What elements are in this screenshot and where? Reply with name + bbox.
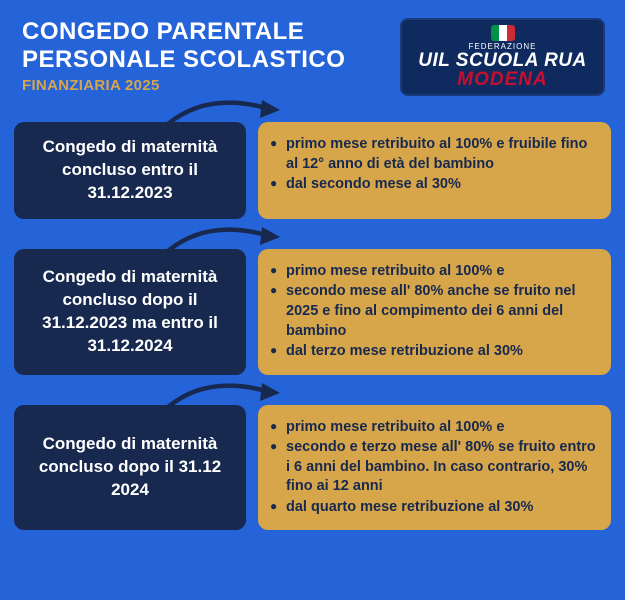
- title-block: CONGEDO PARENTALE PERSONALE SCOLASTICO F…: [22, 18, 400, 94]
- details-box: primo mese retribuito al 100% e secondo …: [258, 249, 611, 375]
- section-row: Congedo di maternità concluso dopo il 31…: [14, 249, 611, 375]
- condition-box: Congedo di maternità concluso entro il 3…: [14, 122, 246, 219]
- title-line-1: CONGEDO PARENTALE: [22, 18, 400, 46]
- bullet-item: secondo mese all' 80% anche se fruito ne…: [270, 282, 597, 341]
- section-row: Congedo di maternità concluso dopo il 31…: [14, 405, 611, 531]
- logo-badge: FEDERAZIONE UIL SCUOLA RUA MODENA: [400, 18, 605, 96]
- logo-city: MODENA: [457, 70, 547, 89]
- flag-red: [507, 25, 515, 41]
- bullet-list: primo mese retribuito al 100% e secondo …: [270, 418, 597, 518]
- condition-box: Congedo di maternità concluso dopo il 31…: [14, 405, 246, 531]
- flag-green: [491, 25, 499, 41]
- condition-text: Congedo di maternità concluso dopo il 31…: [26, 266, 234, 358]
- sections-container: Congedo di maternità concluso entro il 3…: [0, 122, 625, 542]
- bullet-item: primo mese retribuito al 100% e fruibile…: [270, 135, 597, 174]
- flag-white: [499, 25, 507, 41]
- details-box: primo mese retribuito al 100% e fruibile…: [258, 122, 611, 219]
- subtitle: FINANZIARIA 2025: [22, 77, 400, 94]
- bullet-item: primo mese retribuito al 100% e: [270, 262, 597, 282]
- logo-main-text: UIL SCUOLA RUA: [418, 51, 587, 70]
- bullet-list: primo mese retribuito al 100% e fruibile…: [270, 135, 597, 195]
- bullet-item: dal secondo mese al 30%: [270, 175, 597, 195]
- bullet-item: dal quarto mese retribuzione al 30%: [270, 498, 597, 518]
- bullet-item: dal terzo mese retribuzione al 30%: [270, 342, 597, 362]
- italy-flag-icon: [491, 25, 515, 41]
- details-box: primo mese retribuito al 100% e secondo …: [258, 405, 611, 531]
- condition-box: Congedo di maternità concluso dopo il 31…: [14, 249, 246, 375]
- condition-text: Congedo di maternità concluso dopo il 31…: [26, 433, 234, 502]
- section-row: Congedo di maternità concluso entro il 3…: [14, 122, 611, 219]
- header: CONGEDO PARENTALE PERSONALE SCOLASTICO F…: [0, 0, 625, 104]
- bullet-list: primo mese retribuito al 100% e secondo …: [270, 262, 597, 362]
- condition-text: Congedo di maternità concluso entro il 3…: [26, 136, 234, 205]
- title-line-2: PERSONALE SCOLASTICO: [22, 46, 400, 74]
- bullet-item: secondo e terzo mese all' 80% se fruito …: [270, 438, 597, 497]
- bullet-item: primo mese retribuito al 100% e: [270, 418, 597, 438]
